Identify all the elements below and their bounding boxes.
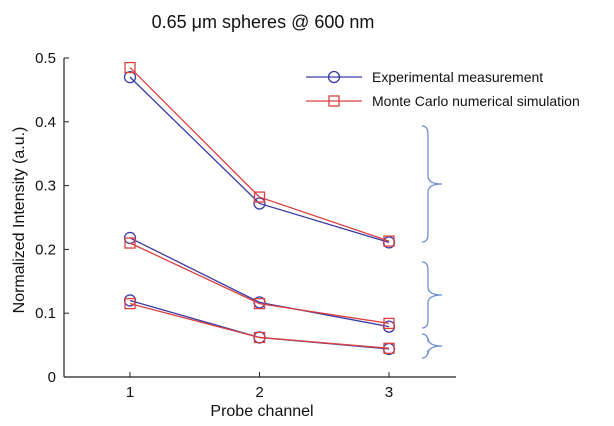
data-point <box>383 235 395 247</box>
series-simulation <box>124 61 395 354</box>
y-tick-label: 0.2 <box>35 241 56 258</box>
data-point <box>383 317 395 330</box>
series-line <box>129 76 390 244</box>
legend-marker <box>327 70 341 84</box>
legend-label: Monte Carlo numerical simulation <box>372 93 580 109</box>
data-point <box>253 297 266 310</box>
data-point <box>253 331 266 344</box>
series-line <box>129 242 390 325</box>
data-point <box>383 342 395 354</box>
y-tick-label: 0.4 <box>35 114 56 131</box>
brace-high <box>421 125 443 243</box>
data-point <box>123 70 137 84</box>
y-tick-label: 0.3 <box>35 178 56 195</box>
x-axis-label: Probe channel <box>210 403 313 420</box>
data-point <box>124 297 136 310</box>
brace-low <box>421 333 443 359</box>
braces <box>421 125 443 359</box>
data-point <box>253 191 266 203</box>
series-line <box>129 237 390 328</box>
x-tick-label: 3 <box>385 384 393 401</box>
y-tick-label: 0 <box>48 369 56 386</box>
brace-middle <box>421 261 443 329</box>
data-point <box>253 197 266 210</box>
data-point <box>124 237 136 249</box>
series-layer <box>123 61 396 356</box>
y-tick-label: 0.5 <box>35 50 56 67</box>
axes: 0 0.1 0.2 0.3 0.4 0.5 1 2 3 <box>35 50 456 401</box>
data-point <box>124 61 136 74</box>
x-tick-label: 1 <box>126 384 134 401</box>
y-axis-label: Normalized Intensity (a.u.) <box>11 127 28 314</box>
series-line <box>129 303 390 349</box>
chart-title: 0.65 μm spheres @ 600 nm <box>152 12 375 32</box>
x-tick-label: 2 <box>255 384 263 401</box>
legend-marker <box>328 95 340 107</box>
legend-label: Experimental measurement <box>372 69 543 85</box>
series-experimental <box>123 70 396 356</box>
legend: Experimental measurement Monte Carlo nume… <box>306 69 580 109</box>
y-tick-label: 0.1 <box>35 305 56 322</box>
series-line <box>129 67 390 242</box>
